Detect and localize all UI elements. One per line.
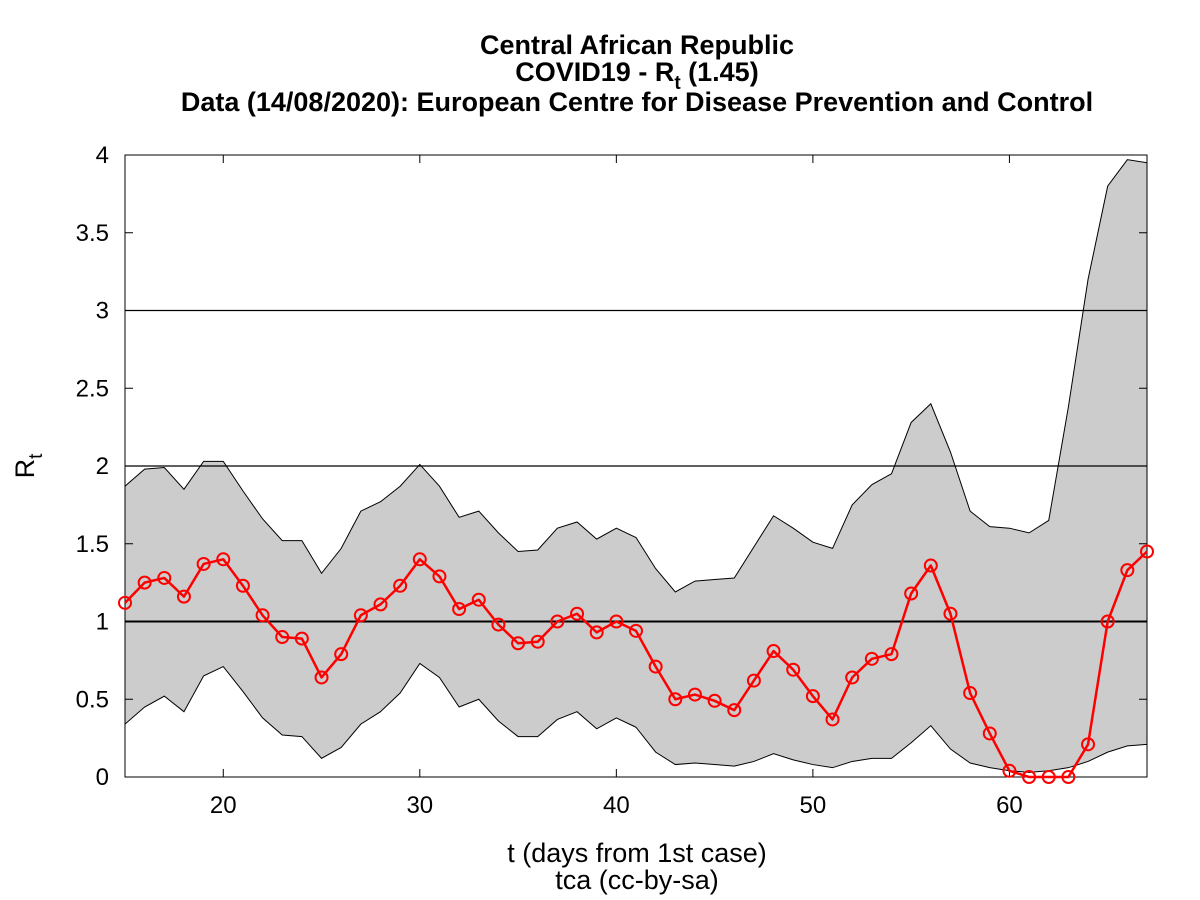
rt-point [393,578,408,593]
rt-point [314,670,329,685]
rt-point [668,692,683,707]
x-tick-label: 30 [406,792,433,819]
rt-point [707,693,722,708]
chart-title-metric-sub: t [674,73,681,94]
rt-point [255,608,270,623]
y-tick-label: 0.5 [76,686,109,713]
rt-point [923,558,938,573]
rt-point [294,631,309,646]
confidence-band-layer [124,159,1148,773]
rt-point [1061,770,1076,784]
rt-point [825,712,840,727]
rt-point [176,589,191,604]
chart-title-metric-suffix: (1.45) [681,57,759,87]
chart-credit: tca (cc-by-sa) [555,865,719,895]
x-axis-label: t (days from 1st case) [507,838,767,868]
band-lower-edge [124,662,1148,773]
rt-point [196,556,211,571]
rt-point [805,689,820,704]
y-tick-label: 3.5 [76,220,109,247]
rt-point [884,647,899,662]
x-tick-label: 50 [800,792,827,819]
rt-point [629,623,643,638]
y-axis-label-main: R [10,459,40,479]
y-tick-label: 1.5 [76,531,109,558]
y-tick-label: 4 [96,142,109,169]
rt-point [491,617,506,632]
y-tick-label: 1 [96,609,109,636]
x-tick-label: 20 [210,792,237,819]
rt-point [1002,763,1017,778]
y-tick-label: 3 [96,298,109,325]
rt-point [963,686,978,701]
axes-layer: 0 0.5 1 1.5 2 2.5 3 3.5 4 20 30 40 50 60 [76,142,1148,819]
y-tick-label: 0 [96,764,109,791]
rt-point [845,670,860,685]
series-layer [118,544,1154,784]
rt-point [766,644,781,659]
rt-point [334,647,349,662]
reference-lines-layer [125,309,1147,623]
y-axis-label: Rt [10,453,47,479]
rt-point [412,552,427,567]
rt-point [786,662,801,677]
rt-point [275,630,290,645]
rt-point [452,602,467,617]
rt-point [1041,770,1056,784]
x-tick-label: 60 [996,792,1023,819]
chart-title-metric: COVID19 - Rt (1.45) [515,57,758,94]
rt-point [550,614,565,629]
chart-title-metric-prefix: COVID19 - R [515,57,674,87]
rt-point [1100,614,1115,629]
rt-point [943,606,958,621]
x-tick-label: 40 [603,792,630,819]
band-upper-edge [124,159,1148,593]
rt-point [235,578,250,593]
rt-point [432,569,447,584]
rt-point [216,552,231,567]
rt-point [904,586,919,601]
rt-point [609,614,624,629]
chart-title-source: Data (14/08/2020): European Centre for D… [181,87,1093,117]
rt-point [589,625,604,640]
rt-point [570,606,585,621]
rt-point [471,592,486,607]
rt-point [1022,770,1037,784]
rt-point [648,659,663,674]
confidence-band [125,159,1147,773]
rt-point [746,673,761,688]
rt-point [687,687,702,702]
rt-point [353,608,368,623]
rt-point [727,703,742,718]
y-tick-label: 2 [96,453,109,480]
rt-point [118,595,132,610]
rt-point [137,575,152,590]
y-axis-label-sub: t [26,453,47,459]
rt-point [864,651,879,666]
rt-point [1120,563,1135,578]
rt-point [373,597,388,612]
rt-point [1081,737,1096,752]
rt-point [530,634,545,649]
chart-title-country: Central African Republic [480,30,794,60]
y-tick-label: 2.5 [76,375,109,402]
rt-point [511,636,526,651]
rt-point [1140,544,1154,559]
rt-point [157,570,172,585]
rt-point [982,726,997,741]
